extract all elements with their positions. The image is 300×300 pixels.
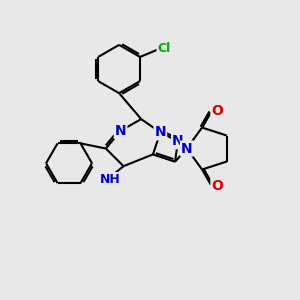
Text: O: O — [212, 104, 223, 118]
Text: Cl: Cl — [158, 42, 171, 55]
Text: NH: NH — [100, 173, 121, 186]
Text: N: N — [172, 134, 184, 148]
Text: N: N — [115, 124, 126, 138]
Text: N: N — [154, 125, 166, 139]
Text: O: O — [212, 179, 223, 193]
Text: N: N — [181, 142, 193, 155]
